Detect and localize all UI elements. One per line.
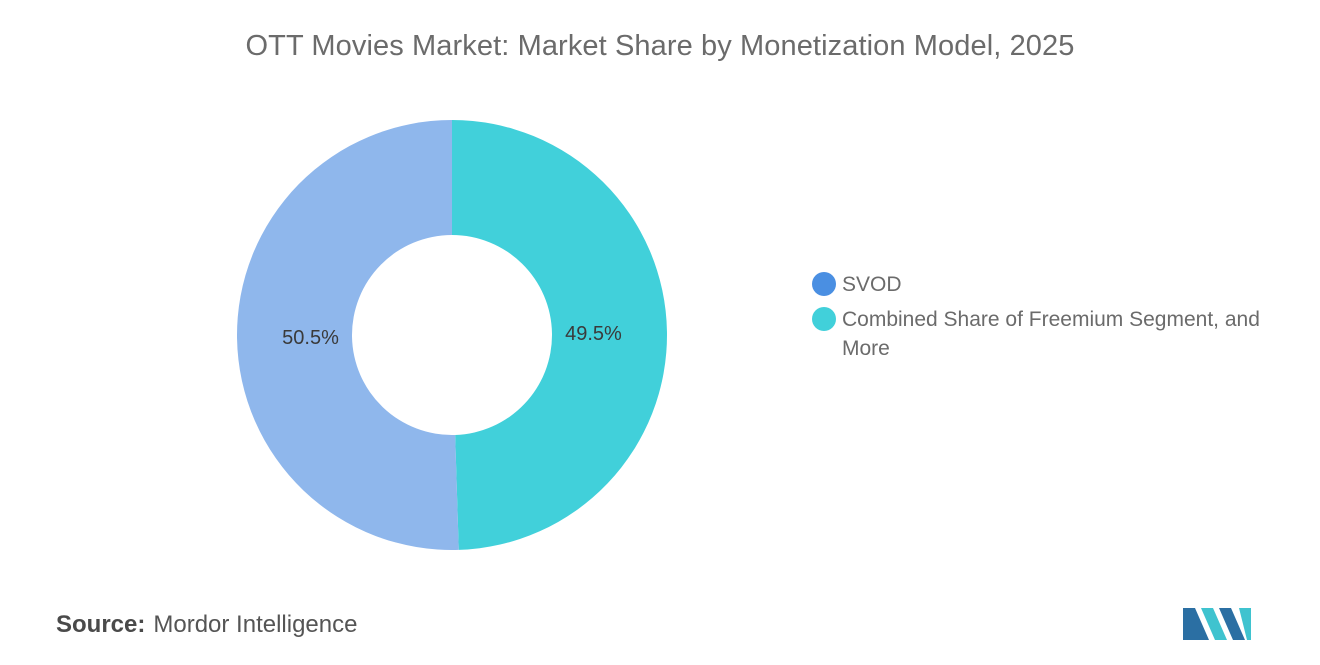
source-note: Source: Mordor Intelligence (56, 611, 357, 639)
legend-swatch-freemium (812, 307, 836, 331)
source-prefix: Source: (56, 611, 146, 638)
legend-item-freemium[interactable]: Combined Share of Freemium Segment, and … (812, 305, 1302, 363)
legend-item-svod[interactable]: SVOD (812, 270, 1302, 299)
logo-shape-left (1183, 608, 1209, 640)
donut-slice-0[interactable] (452, 120, 667, 550)
chart-title: OTT Movies Market: Market Share by Monet… (245, 30, 1075, 62)
chart-legend: SVOD Combined Share of Freemium Segment,… (812, 270, 1302, 369)
slice-value-label-0: 49.5% (565, 323, 622, 345)
slice-value-label-1: 50.5% (282, 327, 339, 349)
donut-labels: 49.5% 50.5% (282, 323, 622, 349)
donut-slice-1[interactable] (236, 120, 459, 550)
mordor-intelligence-logo (1183, 608, 1251, 640)
donut-slices (236, 120, 667, 550)
source-name: Mordor Intelligence (153, 611, 358, 638)
legend-swatch-svod (812, 272, 836, 296)
logo-shape-right-a (1219, 608, 1245, 640)
logo-shape-right-b (1239, 608, 1251, 640)
legend-label-freemium: Combined Share of Freemium Segment, and … (842, 308, 1260, 360)
logo-shape-middle (1201, 608, 1227, 640)
legend-label-svod: SVOD (842, 273, 902, 296)
